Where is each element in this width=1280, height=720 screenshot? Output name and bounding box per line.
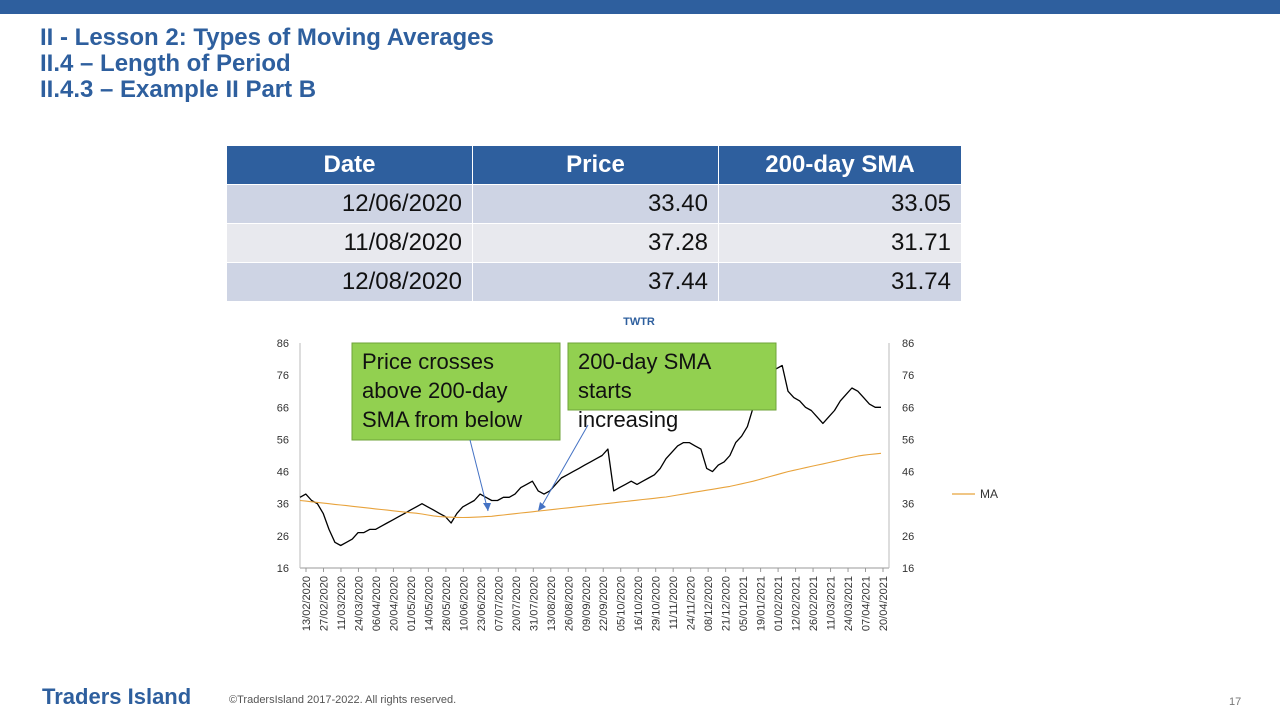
y-tick-label-left: 66: [277, 402, 289, 414]
x-tick-label: 11/03/2020: [336, 576, 348, 630]
x-tick-label: 05/01/2021: [738, 576, 750, 631]
x-tick-label: 11/11/2020: [668, 576, 680, 629]
page-number: 17: [1229, 696, 1242, 708]
cell-price: 33.40: [472, 184, 719, 224]
x-tick-label: 16/10/2020: [633, 576, 645, 631]
y-tick-label-left: 26: [277, 531, 289, 543]
annotation-arrowhead-cross: [483, 503, 491, 511]
slide-title-line1: II - Lesson 2: Types of Moving Averages: [40, 24, 494, 51]
x-tick-label: 24/11/2020: [686, 576, 698, 630]
x-tick-label: 13/02/2020: [301, 576, 313, 631]
cell-price: 37.44: [472, 262, 719, 302]
chart-plot: MA: [299, 364, 998, 547]
x-tick-label: 01/05/2020: [406, 576, 418, 631]
x-tick-label: 13/08/2020: [546, 576, 558, 631]
x-tick-label: 01/02/2021: [773, 576, 785, 631]
x-tick-label: 20/04/2020: [388, 576, 400, 631]
y-tick-label-right: 26: [902, 531, 914, 543]
x-tick-label: 08/12/2020: [703, 576, 715, 631]
y-tick-label-left: 46: [277, 467, 289, 479]
x-tick-label: 07/07/2020: [493, 576, 505, 631]
price-series-line: [299, 364, 881, 547]
cell-sma: 31.71: [718, 223, 962, 263]
annotation-arrow-cross: [469, 439, 489, 512]
x-tick-label: 20/04/2021: [878, 576, 890, 631]
x-tick-label: 28/05/2020: [441, 576, 453, 631]
table-row: 12/08/2020 37.44 31.74: [226, 262, 962, 302]
x-tick-label: 31/07/2020: [528, 576, 540, 631]
x-tick-label: 07/04/2021: [861, 576, 873, 631]
x-tick-label: 22/09/2020: [598, 576, 610, 631]
x-tick-label: 21/12/2020: [721, 576, 733, 631]
slide-titles: II - Lesson 2: Types of Moving Averages …: [40, 25, 494, 103]
y-tick-label-left: 86: [277, 338, 289, 350]
ma-series-line: [299, 452, 882, 519]
x-tick-label: 23/06/2020: [476, 576, 488, 631]
annotation-text-cross: Price crosses above 200-day SMA from below: [362, 349, 522, 432]
chart-title: TWTR: [623, 316, 655, 328]
y-tick-label-right: 36: [902, 499, 914, 511]
cell-date: 11/08/2020: [226, 223, 473, 263]
column-header-date: Date: [226, 145, 473, 185]
table-row: 11/08/2020 37.28 31.71: [226, 223, 962, 263]
x-tick-label: 19/01/2021: [756, 576, 768, 631]
y-tick-label-right: 76: [902, 370, 914, 382]
column-header-price: Price: [472, 145, 719, 185]
x-tick-label: 12/02/2021: [791, 576, 803, 631]
cell-sma: 33.05: [718, 184, 962, 224]
slide-title-line2: II.4 – Length of Period: [40, 50, 291, 77]
x-tick-label: 09/09/2020: [581, 576, 593, 631]
chart-annotations: Price crosses above 200-day SMA from below…: [351, 342, 777, 512]
x-tick-label: 27/02/2020: [318, 576, 330, 631]
annotation-text-increase: 200-day SMA starts increasing: [578, 349, 712, 432]
y-tick-label-right: 46: [902, 467, 914, 479]
x-tick-label: 10/06/2020: [458, 576, 470, 631]
chart-axes: 86 86 76 76 66 66 56 56 46 46 36 36 26 26 16 16 13/02/20…: [277, 338, 915, 631]
x-tick-label: 24/03/2020: [353, 576, 365, 631]
x-tick-label: 26/02/2021: [808, 576, 820, 631]
x-tick-label: 24/03/2021: [843, 576, 855, 631]
y-tick-label-left: 56: [277, 434, 289, 446]
y-tick-label-left: 76: [277, 370, 289, 382]
x-tick-label: 29/10/2020: [651, 576, 663, 631]
annotation-box-cross: [351, 342, 561, 441]
legend-ma-label: MA: [980, 487, 998, 501]
top-accent-bar: [0, 0, 1280, 14]
cell-date: 12/08/2020: [226, 262, 473, 302]
y-tick-label-right: 86: [902, 338, 914, 350]
footer-brand: Traders Island: [42, 684, 192, 709]
sma-table: Date Price 200-day SMA 12/06/2020 33.40 …: [226, 145, 962, 302]
y-tick-label-left: 36: [277, 499, 289, 511]
y-tick-label-right: 66: [902, 402, 914, 414]
table-row: 12/06/2020 33.40 33.05: [226, 184, 962, 224]
y-tick-label-right: 16: [902, 563, 914, 575]
x-tick-label: 14/05/2020: [423, 576, 435, 631]
x-tick-label: 26/08/2020: [563, 576, 575, 631]
twtr-chart: TWTR 86 86 76 76 66 66 56 56 46 46 36 36 26 26 16 16 13/…: [277, 316, 998, 631]
annotation-arrow-increase: [539, 424, 589, 510]
table-header-row: Date Price 200-day SMA: [226, 145, 962, 185]
x-tick-label: 05/10/2020: [616, 576, 628, 631]
cell-price: 37.28: [472, 223, 719, 263]
annotation-arrowhead-increase: [538, 502, 546, 511]
cell-date: 12/06/2020: [226, 184, 473, 224]
annotation-box-increase: [567, 342, 777, 411]
y-tick-label-left: 16: [277, 563, 289, 575]
slide-title-line3: II.4.3 – Example II Part B: [40, 76, 317, 103]
x-tick-label: 11/03/2021: [826, 576, 838, 630]
x-tick-label: 06/04/2020: [371, 576, 383, 631]
y-tick-label-right: 56: [902, 434, 914, 446]
footer-copyright: ©TradersIsland 2017-2022. All rights res…: [229, 694, 457, 706]
x-tick-label: 20/07/2020: [511, 576, 523, 631]
cell-sma: 31.74: [718, 262, 962, 302]
column-header-sma: 200-day SMA: [718, 145, 962, 185]
